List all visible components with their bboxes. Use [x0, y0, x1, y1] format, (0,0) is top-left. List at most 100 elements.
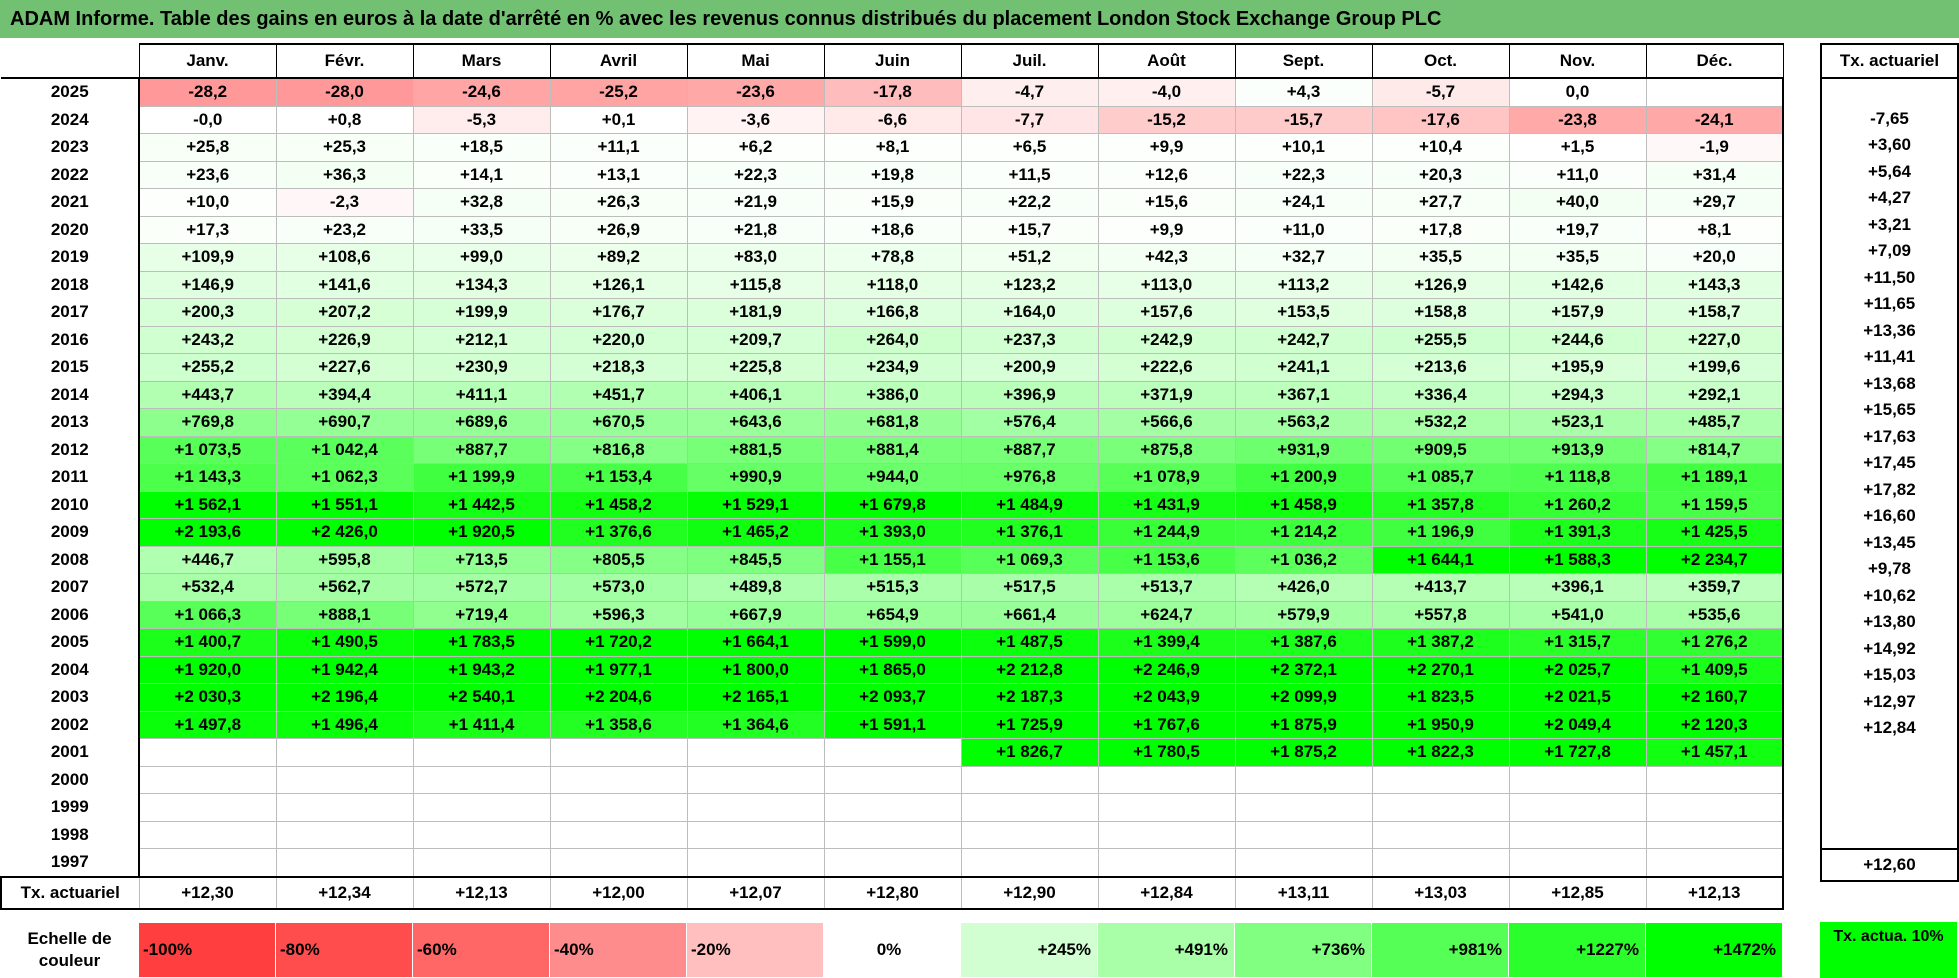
gain-cell: +176,7 — [549, 298, 688, 327]
footer-value: +12,85 — [1508, 875, 1646, 910]
gain-cell: +1 591,1 — [823, 710, 962, 739]
footer-value: +12,07 — [686, 875, 824, 910]
gain-cell: -17,6 — [1371, 105, 1510, 134]
gain-cell: +624,7 — [1097, 600, 1236, 629]
gain-cell: +242,9 — [1097, 325, 1236, 354]
month-header: Mai — [686, 43, 825, 79]
gain-cell: +562,7 — [275, 573, 414, 602]
gain-cell: +17,8 — [1371, 215, 1510, 244]
year-row: 1997 — [0, 848, 1784, 877]
gain-cell: +243,2 — [138, 325, 277, 354]
gain-cell: +1 457,1 — [1645, 738, 1784, 767]
gain-cell: +22,3 — [686, 160, 825, 189]
gain-cell: +2 165,1 — [686, 683, 825, 712]
gain-cell: +199,6 — [1645, 353, 1784, 382]
gain-cell: +681,8 — [823, 408, 962, 437]
gain-cell: +1 487,5 — [960, 628, 1099, 657]
gain-cell: +225,8 — [686, 353, 825, 382]
year-row: 2018 +146,9 +141,6 +134,3 +126,1 +115,8 +118,0… — [0, 270, 1784, 299]
tx-actua-legend: Tx. actua. 10% — [1820, 922, 1957, 978]
gain-cell: +200,9 — [960, 353, 1099, 382]
gain-cell: +990,9 — [686, 463, 825, 492]
gain-cell: -25,2 — [549, 77, 688, 107]
color-scale-step: +491% — [1097, 922, 1235, 978]
year-label: 2024 — [0, 105, 140, 134]
gain-cell — [960, 820, 1099, 849]
gain-cell — [1371, 793, 1510, 822]
gain-cell — [1234, 820, 1373, 849]
month-header: Janv. — [138, 43, 277, 79]
gain-cell: +14,1 — [412, 160, 551, 189]
color-scale-step: -100% — [138, 922, 276, 978]
month-header: Juil. — [960, 43, 1099, 79]
year-label: 2009 — [0, 518, 140, 547]
gain-cell: +446,7 — [138, 545, 277, 574]
gain-cell: +359,7 — [1645, 573, 1784, 602]
gain-cell: +816,8 — [549, 435, 688, 464]
gain-cell: +2 196,4 — [275, 683, 414, 712]
gain-cell: +35,5 — [1508, 243, 1647, 272]
year-row: 2012 +1 073,5 +1 042,4 +887,7 +816,8 +881,5 +8… — [0, 435, 1784, 464]
tx-actuariel-cell: +7,09 — [1820, 238, 1959, 265]
gain-cell: +294,3 — [1508, 380, 1647, 409]
month-header: Mars — [412, 43, 551, 79]
year-row: 2000 — [0, 765, 1784, 794]
gain-cell: +19,8 — [823, 160, 962, 189]
gain-cell: +690,7 — [275, 408, 414, 437]
gain-cell: +643,6 — [686, 408, 825, 437]
gain-cell: -1,9 — [1645, 133, 1784, 162]
gain-cell — [823, 738, 962, 767]
year-label: 2012 — [0, 435, 140, 464]
gain-cell — [1097, 820, 1236, 849]
gain-cell — [549, 848, 688, 877]
gain-cell: +1 783,5 — [412, 628, 551, 657]
gain-cell: +1 276,2 — [1645, 628, 1784, 657]
color-scale-step: -80% — [275, 922, 413, 978]
gain-cell: +23,2 — [275, 215, 414, 244]
gain-cell — [275, 738, 414, 767]
tx-actuariel-cell: +11,65 — [1820, 291, 1959, 318]
gain-cell — [412, 820, 551, 849]
gain-cell: +218,3 — [549, 353, 688, 382]
gain-cell: +158,7 — [1645, 298, 1784, 327]
gain-cell: +1 042,4 — [275, 435, 414, 464]
gain-cell: +2 246,9 — [1097, 655, 1236, 684]
gain-cell: +1 664,1 — [686, 628, 825, 657]
gain-cell — [686, 765, 825, 794]
gain-cell: +1 822,3 — [1371, 738, 1510, 767]
gain-cell: +230,9 — [412, 353, 551, 382]
gain-cell: +576,4 — [960, 408, 1099, 437]
month-header: Déc. — [1645, 43, 1784, 79]
gain-cell: +33,5 — [412, 215, 551, 244]
gain-cell: +572,7 — [412, 573, 551, 602]
gain-cell: +1 189,1 — [1645, 463, 1784, 492]
year-label: 2004 — [0, 655, 140, 684]
gain-cell — [1645, 793, 1784, 822]
month-header: Nov. — [1508, 43, 1647, 79]
gain-cell: +0,8 — [275, 105, 414, 134]
gain-cell: +108,6 — [275, 243, 414, 272]
gain-cell: -24,6 — [412, 77, 551, 107]
gain-cell: +1 159,5 — [1645, 490, 1784, 519]
year-row: 2003 +2 030,3 +2 196,4 +2 540,1 +2 204,6 +2 1… — [0, 683, 1784, 712]
gain-cell: +234,9 — [823, 353, 962, 382]
gain-cell: +881,4 — [823, 435, 962, 464]
gain-cell: +26,9 — [549, 215, 688, 244]
gain-cell: +99,0 — [412, 243, 551, 272]
gain-cell — [549, 765, 688, 794]
gain-cell — [275, 765, 414, 794]
gain-cell: +1 199,9 — [412, 463, 551, 492]
gain-cell — [412, 738, 551, 767]
gain-cell: +10,0 — [138, 188, 277, 217]
gain-cell: +18,6 — [823, 215, 962, 244]
color-scale-step: +736% — [1234, 922, 1372, 978]
year-label: 2002 — [0, 710, 140, 739]
gain-cell — [960, 793, 1099, 822]
gain-cell: +1 411,4 — [412, 710, 551, 739]
year-label: 1997 — [0, 848, 140, 877]
tx-actuariel-cell: +11,41 — [1820, 344, 1959, 371]
month-header: Avril — [549, 43, 688, 79]
gain-cell: +109,9 — [138, 243, 277, 272]
gain-cell — [1508, 793, 1647, 822]
gain-cell: +11,5 — [960, 160, 1099, 189]
